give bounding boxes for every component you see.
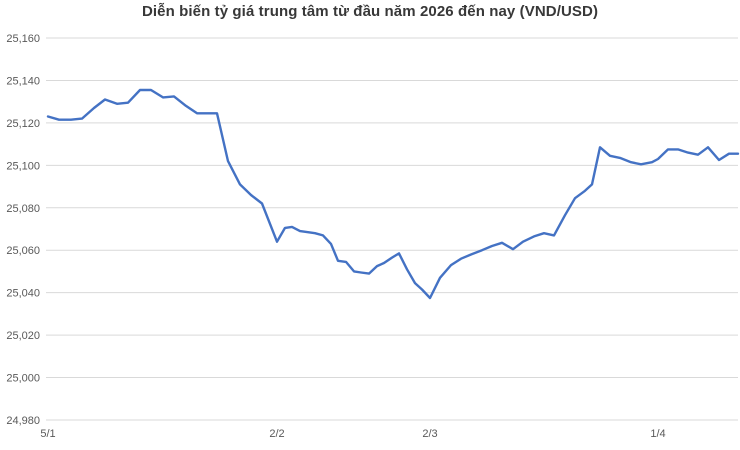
y-axis-tick-label: 25,000 [6, 373, 40, 385]
y-axis-tick-label: 25,100 [6, 160, 40, 172]
x-axis-tick-label: 2/3 [422, 428, 437, 440]
y-axis-tick-label: 25,020 [6, 330, 40, 342]
series-line [46, 88, 740, 300]
y-axis-tick-label: 25,080 [6, 203, 40, 215]
y-axis-tick-label: 25,160 [6, 33, 40, 45]
chart-title: Diễn biến tỷ giá trung tâm từ đầu năm 20… [141, 3, 599, 20]
x-axis-tick-label: 5/1 [40, 428, 55, 440]
y-axis-tick-label: 25,060 [6, 245, 40, 257]
y-axis-tick-label: 24,980 [6, 415, 40, 427]
y-axis-tick-label: 25,120 [6, 118, 40, 130]
y-axis-tick-label: 25,040 [6, 288, 40, 300]
y-axis-tick-label: 25,140 [6, 75, 40, 87]
x-axis-tick-label: 1/4 [650, 428, 665, 440]
x-axis-tick-label: 2/2 [269, 428, 284, 440]
